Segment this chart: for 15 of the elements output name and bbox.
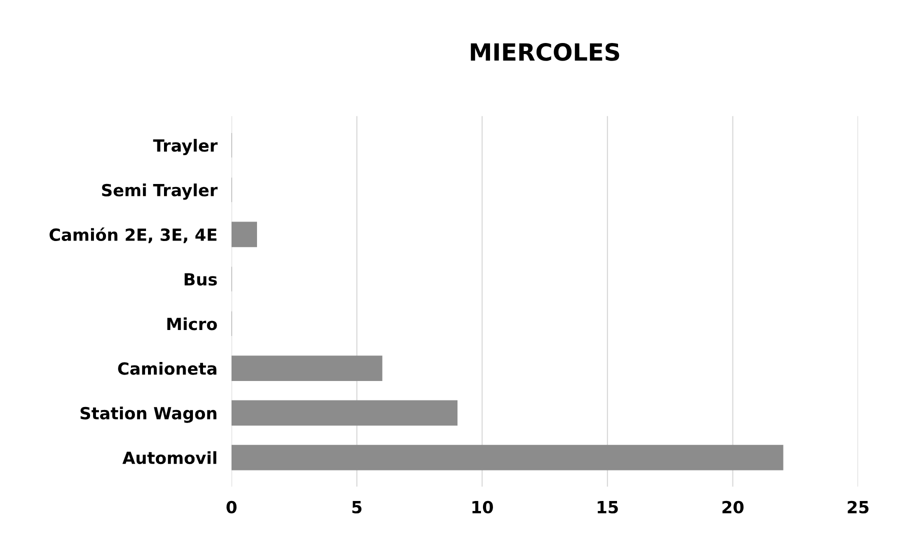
x-tick-label: 25: [848, 500, 868, 514]
x-tick-label: 5: [352, 501, 362, 514]
x-tick-label: 10: [472, 500, 493, 514]
x-tick-label: 0: [226, 500, 237, 514]
y-tick-label: Semi Trayler: [102, 184, 218, 200]
y-tick-label: Camioneta: [118, 362, 216, 375]
chart-title: MIERCOLES: [470, 43, 620, 61]
y-tick-label: Station Wagon: [80, 406, 216, 423]
x-tick-label: 15: [598, 501, 618, 514]
y-tick-label: Micro: [167, 317, 217, 330]
y-tick-label: Bus: [184, 273, 217, 286]
y-tick-label: Automovil: [122, 451, 216, 464]
y-tick-label: Camión 2E, 3E, 4E: [50, 227, 216, 244]
x-tick-label: 20: [722, 500, 744, 514]
y-tick-label: Trayler: [153, 138, 218, 156]
